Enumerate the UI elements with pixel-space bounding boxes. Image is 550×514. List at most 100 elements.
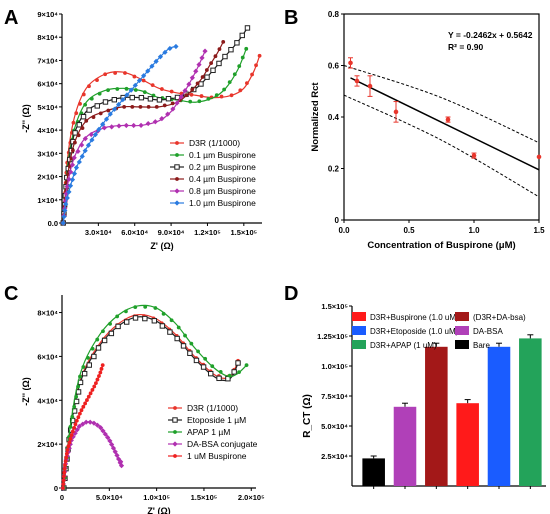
data-point	[240, 55, 245, 60]
data-point	[237, 64, 242, 69]
data-point	[95, 337, 100, 342]
data-point	[106, 88, 110, 93]
data-point	[189, 75, 195, 81]
data-point	[84, 118, 89, 123]
data-point	[91, 353, 97, 360]
panel-label-a: A	[4, 7, 18, 29]
data-point	[76, 122, 83, 128]
data-point	[204, 74, 210, 80]
data-point	[66, 445, 72, 451]
data-point	[102, 431, 108, 437]
data-point	[72, 130, 78, 136]
y-tick-label: 7×10⁴	[37, 56, 58, 65]
data-point	[180, 343, 187, 349]
data-point	[244, 25, 251, 31]
data-point	[94, 422, 101, 428]
legend-label: 1.0 µm Buspirone	[189, 198, 256, 208]
bar	[519, 338, 542, 486]
x-tick-label: 3.0×10⁴	[85, 228, 112, 237]
data-point	[97, 425, 104, 431]
data-point	[170, 106, 176, 112]
legend-swatch	[352, 340, 366, 349]
data-point	[159, 323, 166, 329]
legend-label: Etoposide 1 µM	[187, 415, 246, 425]
data-point	[142, 315, 148, 322]
data-point	[141, 78, 146, 83]
y-tick-label: 0	[335, 216, 340, 225]
data-point	[64, 451, 69, 456]
data-point	[98, 111, 103, 116]
fit-equation: Y = -0.2462x + 0.5642	[448, 30, 533, 40]
data-point	[73, 140, 77, 145]
data-point	[120, 97, 126, 103]
data-point	[124, 86, 129, 91]
legend-label: D3R (1/1000)	[189, 138, 240, 148]
data-point	[100, 363, 105, 368]
x-tick-label: 5.0×10⁴	[96, 493, 123, 502]
data-point	[87, 419, 93, 425]
data-point	[80, 126, 85, 130]
data-point	[98, 370, 103, 375]
data-point	[81, 404, 86, 409]
data-point	[232, 72, 237, 77]
data-point	[79, 153, 85, 159]
data-point	[94, 103, 100, 109]
data-point	[115, 314, 120, 319]
data-point	[83, 419, 89, 425]
data-point	[81, 92, 86, 97]
data-point	[138, 104, 143, 109]
legend-label: D3R (1/1000)	[187, 403, 238, 413]
data-point	[151, 318, 158, 324]
data-point	[83, 401, 88, 406]
data-point	[87, 84, 91, 89]
data-point	[97, 374, 101, 378]
data-point	[60, 220, 66, 226]
data-point	[76, 415, 81, 420]
data-point	[62, 207, 68, 214]
data-point	[75, 389, 82, 395]
data-point	[76, 423, 82, 430]
data-point	[216, 375, 222, 382]
data-point	[216, 60, 222, 67]
data-point	[61, 482, 66, 487]
data-point	[76, 159, 82, 165]
data-point	[196, 349, 200, 354]
data-point	[64, 455, 69, 460]
data-point	[162, 103, 167, 108]
legend-swatch	[455, 340, 469, 349]
data-point	[103, 116, 110, 122]
data-point	[124, 92, 130, 98]
data-point	[213, 54, 218, 59]
data-point	[367, 83, 373, 89]
data-point	[122, 104, 127, 109]
y-tick-label: 1.25×10⁵	[317, 332, 348, 341]
data-point	[199, 94, 204, 98]
y-tick-label: 0.6	[328, 62, 340, 71]
data-point	[245, 81, 249, 86]
data-point	[66, 176, 72, 182]
data-point	[63, 201, 69, 207]
data-point	[145, 68, 151, 74]
data-point	[250, 72, 254, 77]
data-point	[107, 438, 113, 444]
data-point	[244, 363, 249, 368]
confidence-lower	[343, 94, 540, 198]
data-point	[149, 63, 155, 69]
legend-marker	[174, 164, 180, 170]
data-point	[68, 169, 74, 175]
y-axis-label: R_CT (Ω)	[302, 394, 313, 438]
data-point	[73, 422, 78, 427]
data-point	[88, 391, 93, 396]
data-point	[86, 107, 92, 113]
data-point	[197, 99, 202, 104]
data-point	[170, 101, 175, 106]
legend-label: D3R+Etoposide (1.0 uM)	[370, 327, 459, 336]
data-point	[141, 73, 147, 79]
chart-panel-d: 2.5×10⁴ 5.0×10⁴ 7.5×10⁴ 1.0×10⁵ 1.25×10⁵ 1.5×…	[302, 302, 546, 489]
data-point	[130, 104, 135, 109]
data-point	[157, 54, 164, 60]
data-point	[174, 335, 180, 342]
legend-marker	[173, 430, 177, 434]
fit-r-squared: R² = 0.90	[448, 42, 483, 52]
data-point	[354, 78, 360, 84]
